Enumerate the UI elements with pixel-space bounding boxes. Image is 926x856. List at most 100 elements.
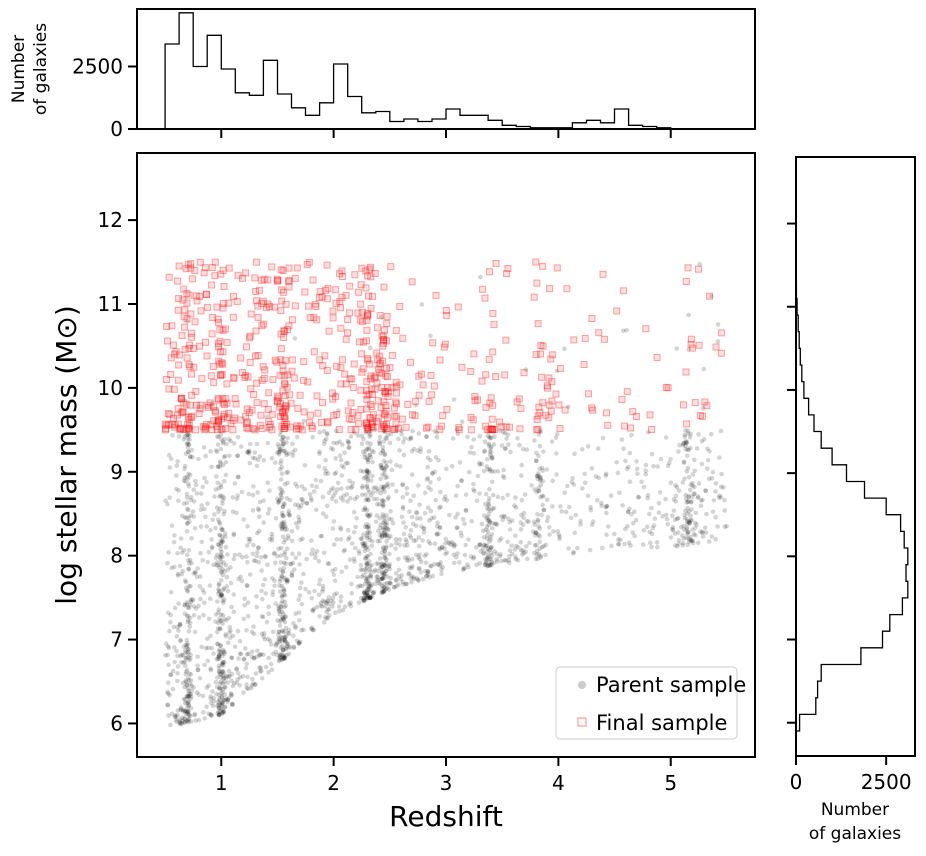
final-point bbox=[436, 425, 444, 433]
parent-point bbox=[279, 652, 284, 658]
parent-point bbox=[486, 522, 492, 527]
parent-point bbox=[535, 517, 541, 522]
parent-point bbox=[235, 453, 240, 459]
parent-point bbox=[289, 529, 295, 534]
parent-point bbox=[235, 434, 241, 440]
parent-point bbox=[178, 638, 183, 643]
parent-point bbox=[366, 581, 372, 587]
final-point bbox=[374, 365, 382, 373]
parent-point bbox=[210, 517, 215, 523]
parent-point bbox=[620, 503, 625, 508]
parent-point bbox=[703, 530, 709, 535]
parent-point bbox=[497, 428, 503, 434]
parent-point bbox=[186, 649, 191, 655]
final-point bbox=[329, 314, 337, 322]
parent-point bbox=[249, 685, 254, 691]
final-point bbox=[187, 310, 195, 318]
parent-point bbox=[382, 553, 388, 558]
parent-point bbox=[320, 494, 326, 500]
parent-point bbox=[208, 700, 214, 706]
final-point bbox=[212, 408, 220, 416]
parent-point bbox=[373, 485, 378, 490]
parent-point bbox=[281, 588, 287, 594]
parent-point bbox=[386, 527, 391, 532]
final-point bbox=[241, 373, 249, 381]
parent-point bbox=[387, 580, 392, 586]
parent-point bbox=[276, 603, 281, 609]
main-y-tick-label: 6 bbox=[110, 711, 123, 735]
parent-point bbox=[483, 562, 488, 568]
final-point bbox=[208, 330, 216, 338]
parent-point bbox=[328, 446, 334, 451]
parent-point bbox=[416, 483, 421, 488]
parent-point bbox=[322, 620, 327, 625]
parent-point bbox=[379, 465, 384, 470]
parent-point bbox=[220, 554, 225, 560]
parent-point bbox=[186, 507, 191, 513]
parent-point bbox=[485, 546, 491, 551]
parent-point bbox=[362, 591, 367, 596]
parent-point bbox=[296, 641, 302, 646]
final-point bbox=[492, 260, 500, 267]
final-point bbox=[498, 423, 506, 431]
final-point bbox=[195, 410, 203, 417]
final-point bbox=[345, 415, 353, 423]
parent-point bbox=[235, 453, 240, 459]
parent-point bbox=[351, 509, 357, 515]
parent-point bbox=[209, 645, 214, 651]
parent-point bbox=[358, 567, 364, 573]
parent-point bbox=[440, 564, 445, 570]
parent-point bbox=[538, 482, 544, 488]
parent-point bbox=[211, 562, 216, 567]
main-y-tick-label: 9 bbox=[110, 460, 123, 484]
parent-point bbox=[199, 539, 205, 545]
final-point bbox=[364, 272, 371, 280]
parent-point bbox=[367, 567, 373, 572]
parent-point bbox=[389, 517, 394, 522]
parent-point bbox=[451, 397, 457, 402]
parent-point bbox=[266, 604, 272, 609]
parent-point bbox=[345, 499, 350, 504]
parent-point bbox=[428, 563, 433, 569]
parent-point bbox=[366, 526, 372, 531]
parent-point bbox=[513, 533, 518, 538]
parent-point bbox=[595, 498, 600, 503]
parent-point bbox=[205, 559, 210, 565]
final-point bbox=[218, 370, 226, 378]
parent-point bbox=[361, 436, 366, 442]
final-point bbox=[547, 355, 555, 363]
parent-point bbox=[463, 492, 469, 498]
parent-point bbox=[685, 447, 690, 452]
parent-point bbox=[439, 545, 445, 550]
parent-point bbox=[309, 626, 314, 632]
parent-point bbox=[387, 562, 393, 567]
parent-point bbox=[285, 641, 291, 646]
final-point bbox=[291, 302, 299, 310]
parent-point bbox=[220, 699, 225, 705]
parent-point bbox=[166, 645, 172, 651]
parent-point bbox=[211, 699, 217, 704]
parent-point bbox=[278, 553, 284, 558]
parent-point bbox=[361, 572, 366, 578]
parent-point bbox=[292, 567, 297, 572]
parent-point bbox=[705, 446, 710, 452]
parent-point bbox=[374, 574, 380, 579]
final-point bbox=[347, 399, 355, 407]
parent-point bbox=[266, 506, 272, 512]
parent-point bbox=[336, 408, 341, 413]
parent-point bbox=[582, 480, 588, 486]
parent-point bbox=[706, 539, 712, 544]
parent-point bbox=[223, 675, 229, 680]
parent-point bbox=[389, 467, 395, 473]
parent-point bbox=[641, 528, 647, 533]
parent-point bbox=[367, 595, 373, 600]
parent-point bbox=[273, 516, 279, 521]
parent-point bbox=[708, 431, 714, 437]
final-point bbox=[167, 354, 175, 362]
parent-point bbox=[462, 552, 468, 558]
parent-point bbox=[480, 546, 486, 551]
parent-point bbox=[220, 687, 226, 692]
parent-point bbox=[266, 655, 272, 661]
parent-point bbox=[283, 523, 288, 529]
parent-point bbox=[359, 433, 365, 439]
